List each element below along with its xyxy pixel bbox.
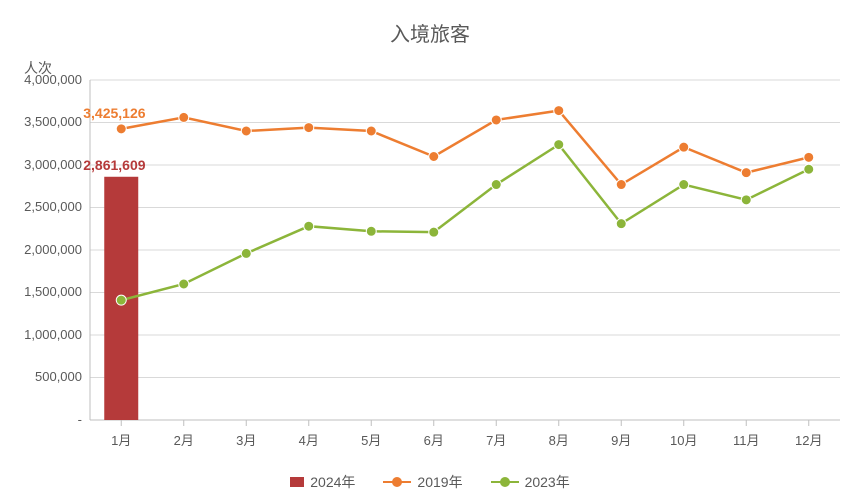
legend-label: 2024年 [310, 472, 355, 492]
xtick-label: 5月 [351, 430, 391, 449]
series-2019-value-label: 3,425,126 [83, 105, 145, 121]
xtick-label: 11月 [726, 430, 766, 449]
legend-label: 2023年 [525, 472, 570, 492]
xtick-label: 10月 [664, 430, 704, 449]
legend-item-2023: 2023年 [491, 472, 570, 492]
xtick-label: 4月 [289, 430, 329, 449]
legend-swatch-line-icon [383, 476, 411, 488]
legend-swatch-bar-icon [290, 477, 304, 487]
xtick-label: 2月 [164, 430, 204, 449]
xtick-label: 1月 [101, 430, 141, 449]
xtick-label: 6月 [414, 430, 454, 449]
xtick-label: 9月 [601, 430, 641, 449]
xtick-label: 7月 [476, 430, 516, 449]
plot-svg [0, 0, 860, 500]
xtick-label: 3月 [226, 430, 266, 449]
xtick-label: 8月 [539, 430, 579, 449]
series-2024-value-label: 2,861,609 [83, 157, 145, 173]
legend-swatch-line-icon [491, 476, 519, 488]
legend-label: 2019年 [417, 472, 462, 492]
xtick-label: 12月 [789, 430, 829, 449]
chart-container: 入境旅客 人次 4,000,000 3,500,000 3,000,000 2,… [0, 0, 860, 500]
legend: 2024年 2019年 2023年 [0, 472, 860, 492]
legend-item-2024: 2024年 [290, 472, 355, 492]
legend-item-2019: 2019年 [383, 472, 462, 492]
